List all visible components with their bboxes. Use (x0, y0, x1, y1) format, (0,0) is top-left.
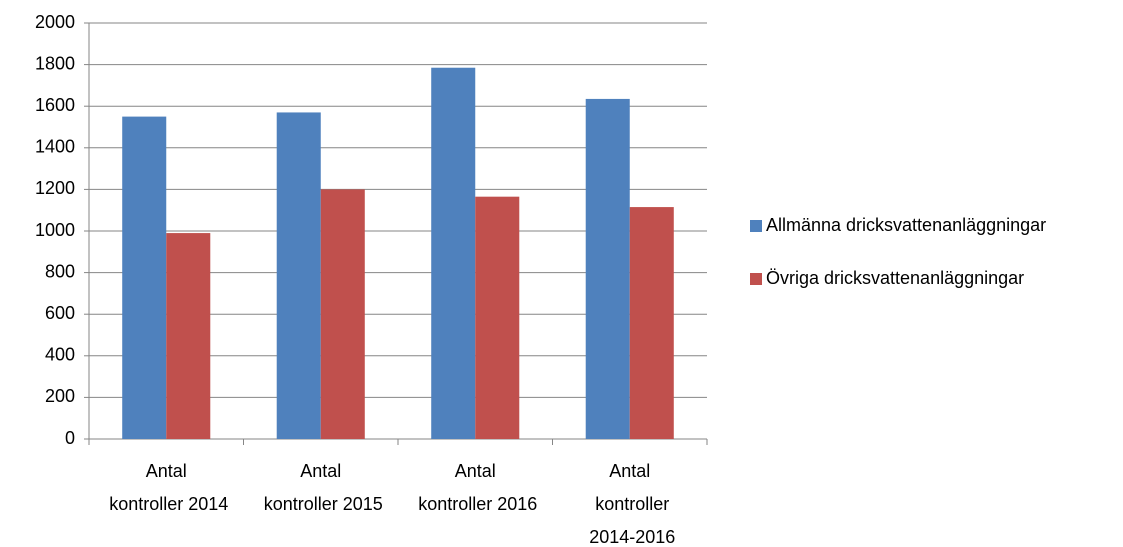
legend-swatch (750, 273, 762, 285)
y-tick-label: 0 (65, 428, 75, 448)
x-tick-label: Antal kontroller 2014-2016 (584, 461, 675, 547)
y-tick-label: 1200 (35, 178, 75, 198)
bar (585, 98, 630, 440)
y-tick-label: 1800 (35, 53, 75, 73)
y-tick-label: 600 (45, 303, 75, 323)
x-tick-label: Antal kontroller 2014 (104, 461, 228, 514)
bar (431, 67, 476, 439)
legend-label: Allmänna dricksvattenanläggningar (766, 215, 1046, 235)
bar (166, 233, 211, 439)
bar (320, 189, 365, 439)
y-tick-label: 800 (45, 261, 75, 281)
y-tick-label: 1000 (35, 220, 75, 240)
y-tick-label: 1400 (35, 137, 75, 157)
bar (629, 207, 674, 439)
bar (122, 116, 167, 439)
legend-swatch (750, 220, 762, 232)
x-tick-label: Antal kontroller 2016 (413, 461, 537, 514)
bar (475, 196, 520, 439)
y-tick-label: 2000 (35, 12, 75, 32)
y-tick-label: 400 (45, 345, 75, 365)
y-tick-label: 200 (45, 386, 75, 406)
bar (276, 112, 321, 439)
x-tick-label: Antal kontroller 2015 (259, 461, 383, 514)
y-tick-label: 1600 (35, 95, 75, 115)
legend-label: Övriga dricksvattenanläggningar (766, 268, 1024, 288)
